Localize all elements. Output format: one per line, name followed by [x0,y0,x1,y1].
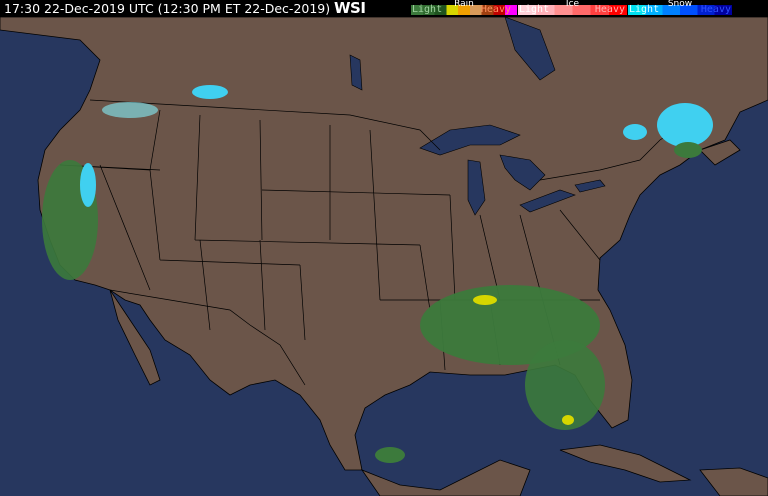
lake-huron [499,154,546,191]
baja-california [109,289,161,386]
map-canvas [0,17,768,496]
lake-erie [519,189,576,213]
timestamp: 17:30 22-Dec-2019 UTC (12:30 PM ET 22-De… [4,1,331,16]
ice-title: Ice [565,0,580,9]
lake-ontario [574,179,606,193]
legend-rain: Light Rain Heavy [411,0,517,15]
nova-scotia [699,139,741,166]
snow-color-scale [628,5,732,15]
wsi-logo: WSI [334,0,366,17]
rain-heavy-label: Heavy [480,4,511,15]
snow-echo-cascades [80,163,96,207]
hispaniola [699,467,768,496]
north-america-landmass [0,17,768,471]
great-lakes [349,17,606,216]
lake-winnipeg [349,54,363,91]
snow-title: Snow [667,0,693,9]
lake-michigan [467,159,486,216]
lake-superior [419,124,521,156]
rain-title: Rain [454,0,474,9]
snow-echo-maine [657,103,713,147]
snow-heavy-label: Heavy [700,4,731,15]
ice-light-label: Light [519,4,550,15]
snow-echo-washington [102,102,158,118]
yucatan-mexico [360,459,531,496]
ice-heavy-label: Heavy [594,4,625,15]
hudson-bay-inlet [504,17,556,81]
legend-ice: Light Ice Heavy [518,0,627,15]
snow-echo-quebec [623,124,647,140]
rain-echo-gulf [375,447,405,463]
land [0,17,768,496]
legend-snow: Light Snow Heavy [628,0,732,15]
rain-echo-florida [525,340,605,430]
ice-color-scale [518,5,627,15]
radar-echoes [42,85,713,463]
heavy-rain-echo-alabama [473,295,497,305]
header-bar: 17:30 22-Dec-2019 UTC (12:30 PM ET 22-De… [0,0,768,17]
rain-echo-new-england [674,142,702,158]
cuba [559,444,692,483]
heavy-rain-echo-florida [562,415,574,425]
rain-color-scale [411,5,517,15]
us-mexico-border [109,289,306,386]
rain-light-label: Light [412,4,443,15]
snow-echo-montana [192,85,228,99]
snow-light-label: Light [629,4,660,15]
